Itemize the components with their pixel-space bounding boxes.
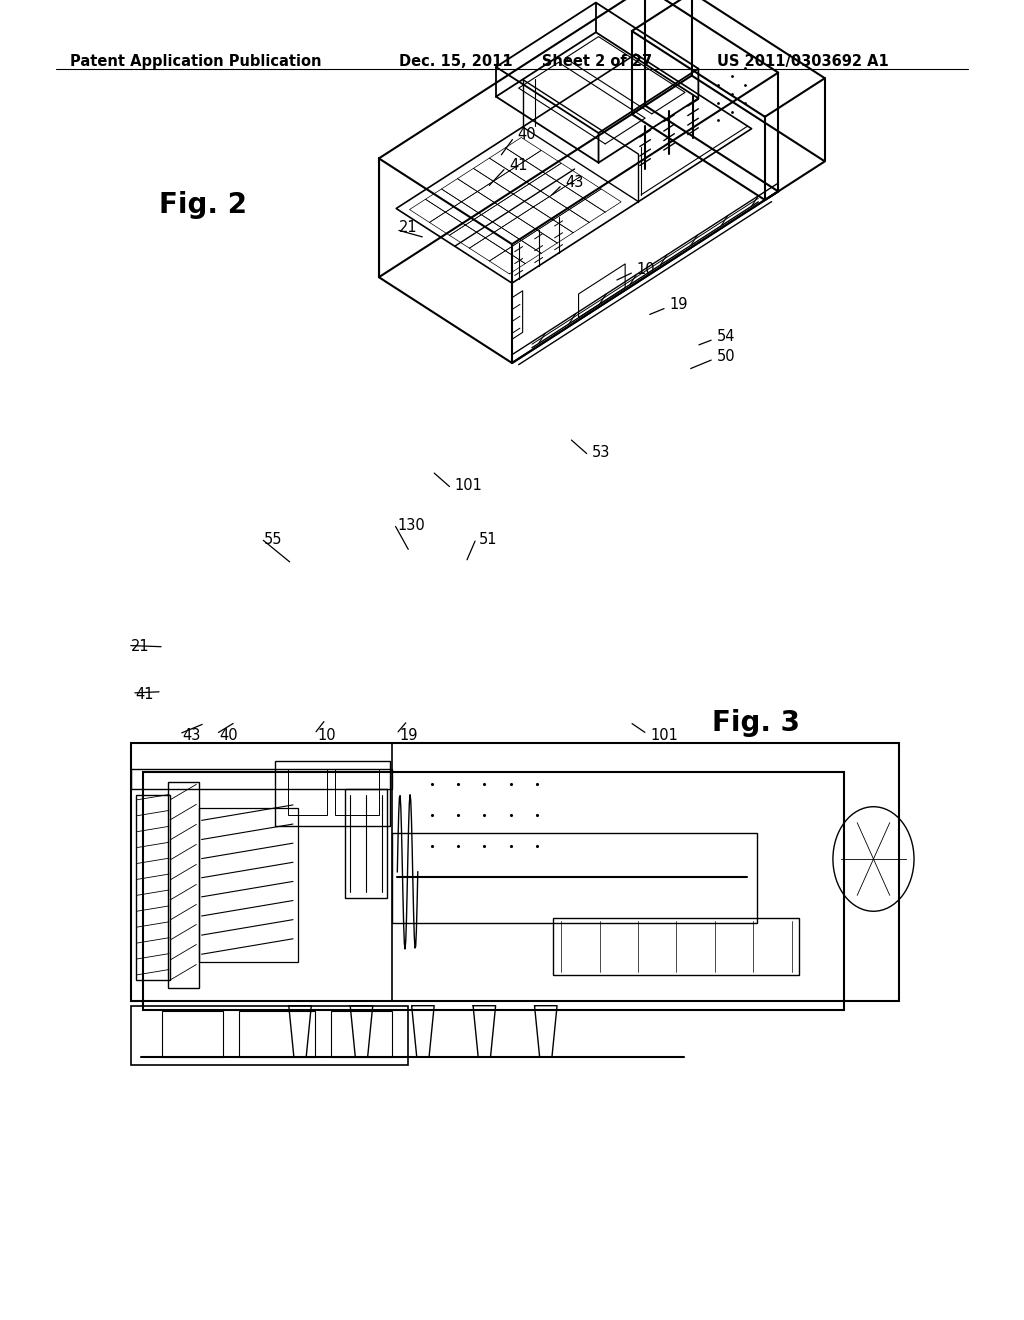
Bar bbox=[288, 768, 327, 816]
Bar bbox=[274, 762, 389, 825]
Text: 130: 130 bbox=[397, 517, 425, 533]
Text: Dec. 15, 2011  Sheet 2 of 27: Dec. 15, 2011 Sheet 2 of 27 bbox=[399, 54, 652, 69]
Text: 10: 10 bbox=[637, 261, 655, 277]
Bar bbox=[199, 808, 298, 962]
Text: 10: 10 bbox=[317, 727, 336, 743]
Text: 51: 51 bbox=[479, 532, 498, 548]
Bar bbox=[331, 1011, 392, 1057]
Text: 53: 53 bbox=[592, 445, 610, 461]
Text: 19: 19 bbox=[670, 297, 688, 313]
Bar bbox=[136, 795, 170, 979]
Bar bbox=[168, 781, 199, 987]
Text: Patent Application Publication: Patent Application Publication bbox=[70, 54, 322, 69]
Bar bbox=[131, 768, 392, 789]
Text: 101: 101 bbox=[455, 478, 482, 494]
Bar bbox=[131, 1006, 408, 1065]
Text: US 2011/0303692 A1: US 2011/0303692 A1 bbox=[717, 54, 889, 69]
Bar bbox=[392, 833, 757, 924]
Text: 50: 50 bbox=[717, 348, 735, 364]
Text: Fig. 3: Fig. 3 bbox=[712, 709, 800, 738]
Text: Fig. 2: Fig. 2 bbox=[159, 190, 247, 219]
Text: 55: 55 bbox=[264, 532, 283, 548]
Bar bbox=[345, 789, 387, 898]
Text: 21: 21 bbox=[131, 639, 150, 655]
Bar bbox=[143, 771, 844, 1010]
Bar bbox=[162, 1011, 223, 1057]
Text: 41: 41 bbox=[509, 157, 527, 173]
Bar bbox=[553, 919, 799, 974]
Text: 54: 54 bbox=[717, 329, 735, 345]
Bar bbox=[335, 768, 379, 816]
Bar bbox=[131, 743, 392, 1001]
Bar bbox=[131, 743, 899, 1001]
Bar bbox=[239, 1011, 315, 1057]
Text: 41: 41 bbox=[135, 686, 154, 702]
Text: 40: 40 bbox=[219, 727, 238, 743]
Text: 21: 21 bbox=[399, 219, 418, 235]
Text: 19: 19 bbox=[399, 727, 418, 743]
Text: 43: 43 bbox=[565, 174, 584, 190]
Text: 40: 40 bbox=[517, 127, 536, 143]
Text: 101: 101 bbox=[650, 727, 678, 743]
Text: 43: 43 bbox=[182, 727, 201, 743]
